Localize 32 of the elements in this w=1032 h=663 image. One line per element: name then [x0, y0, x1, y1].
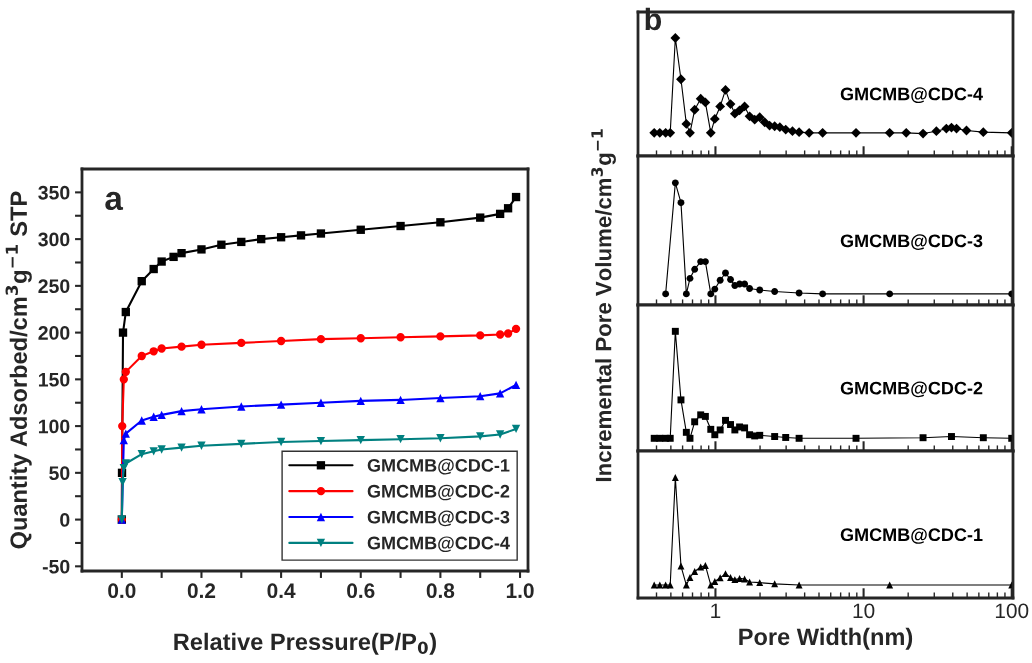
y-tick-label: 50	[49, 466, 70, 481]
x-tick-label: 10	[853, 603, 875, 619]
x-tick-label: 0.0	[108, 583, 136, 599]
legend-label: GMCMB@CDC-2	[367, 484, 510, 501]
legend-label: GMCMB@CDC-3	[367, 510, 510, 527]
x-tick-label: 1	[711, 603, 721, 618]
y-tick-label: 250	[38, 279, 70, 294]
y-tick-label: 300	[38, 232, 70, 247]
x-tick-label: 0.6	[347, 583, 375, 599]
y-axis-title: Quantity Adsorbed/cm$^{3}$g$^{−1}$ STP	[5, 191, 32, 549]
y-axis-title: Incremental Pore Volume/cm$^{3}$g$^{−1}$	[591, 129, 616, 482]
annotation: a	[105, 191, 124, 211]
text: GMCMB@CDC-2	[840, 381, 983, 398]
y-tick-label: 200	[38, 326, 70, 340]
x-tick-label: 0.8	[426, 583, 455, 599]
text: GMCMB@CDC-1	[840, 528, 983, 544]
y-tick-label: 150	[38, 372, 70, 387]
x-axis-title: Relative Pressure(P/P$_{0}$)	[174, 632, 436, 655]
y-tick-label: 100	[38, 419, 70, 434]
x-tick-label: 0.2	[187, 583, 216, 599]
text: b	[645, 7, 662, 31]
legend-label: GMCMB@CDC-1	[367, 458, 510, 475]
x-axis-title: Pore Width(nm)	[739, 627, 913, 650]
x-tick-label: 0.4	[267, 583, 296, 599]
y-tick-label: 350	[38, 185, 70, 200]
y-tick-label: 0	[60, 513, 70, 527]
y-tick-label: -50	[42, 559, 70, 574]
text: GMCMB@CDC-3	[840, 234, 983, 250]
x-tick-label: 1.0	[506, 583, 534, 599]
series-label: GMCMB@CDC-4	[840, 87, 983, 104]
x-tick-label: 100	[995, 603, 1029, 619]
legend-label: GMCMB@CDC-4	[367, 536, 510, 553]
